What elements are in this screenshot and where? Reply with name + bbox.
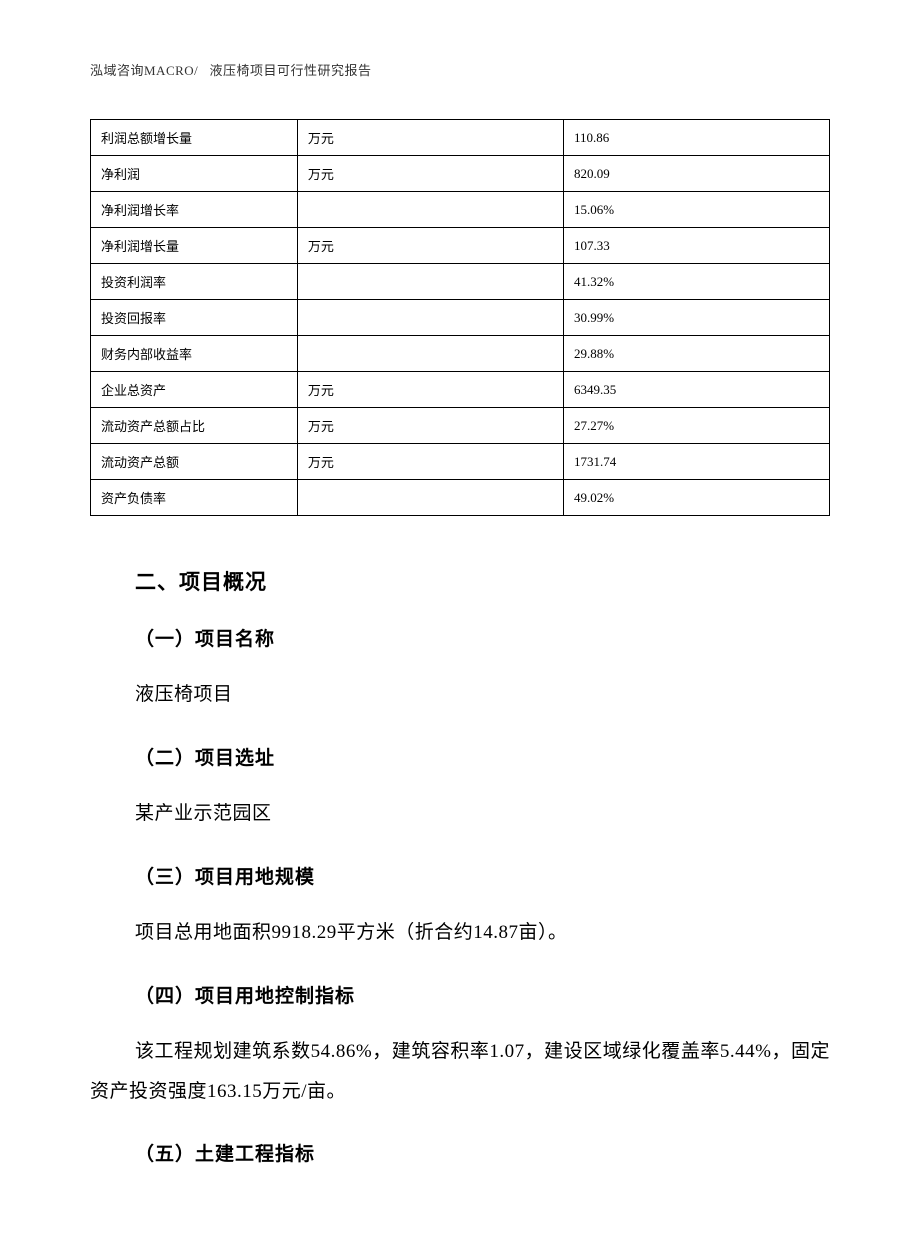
table-row: 利润总额增长量万元110.86: [91, 120, 830, 156]
table-row: 流动资产总额万元1731.74: [91, 444, 830, 480]
cell-unit: 万元: [297, 372, 563, 408]
cell-indicator-name: 净利润增长率: [91, 192, 298, 228]
subsection-text-1: 液压椅项目: [135, 675, 830, 715]
cell-value: 29.88%: [563, 336, 829, 372]
header-left: 泓域咨询MACRO/: [90, 63, 198, 78]
cell-indicator-name: 投资回报率: [91, 300, 298, 336]
cell-indicator-name: 企业总资产: [91, 372, 298, 408]
cell-value: 27.27%: [563, 408, 829, 444]
table-row: 投资利润率 41.32%: [91, 264, 830, 300]
cell-indicator-name: 投资利润率: [91, 264, 298, 300]
subsection-heading-2: （二）项目选址: [135, 743, 830, 770]
cell-indicator-name: 流动资产总额: [91, 444, 298, 480]
subsection-heading-5: （五）土建工程指标: [135, 1139, 830, 1166]
cell-unit: 万元: [297, 444, 563, 480]
cell-unit: 万元: [297, 156, 563, 192]
table-row: 净利润增长量万元107.33: [91, 228, 830, 264]
cell-value: 49.02%: [563, 480, 829, 516]
table-row: 净利润增长率 15.06%: [91, 192, 830, 228]
cell-unit: [297, 192, 563, 228]
table-row: 净利润万元820.09: [91, 156, 830, 192]
cell-value: 110.86: [563, 120, 829, 156]
cell-value: 820.09: [563, 156, 829, 192]
cell-value: 30.99%: [563, 300, 829, 336]
cell-indicator-name: 净利润增长量: [91, 228, 298, 264]
table-row: 资产负债率 49.02%: [91, 480, 830, 516]
cell-unit: 万元: [297, 120, 563, 156]
cell-indicator-name: 利润总额增长量: [91, 120, 298, 156]
table-row: 财务内部收益率 29.88%: [91, 336, 830, 372]
table-row: 投资回报率 30.99%: [91, 300, 830, 336]
subsection-heading-3: （三）项目用地规模: [135, 862, 830, 889]
document-page: 泓域咨询MACRO/ 液压椅项目可行性研究报告 利润总额增长量万元110.86净…: [0, 0, 920, 1250]
table-body: 利润总额增长量万元110.86净利润万元820.09净利润增长率15.06%净利…: [91, 120, 830, 516]
cell-unit: [297, 480, 563, 516]
cell-value: 41.32%: [563, 264, 829, 300]
cell-unit: [297, 336, 563, 372]
cell-indicator-name: 净利润: [91, 156, 298, 192]
page-header: 泓域咨询MACRO/ 液压椅项目可行性研究报告: [90, 60, 830, 79]
cell-unit: [297, 300, 563, 336]
cell-value: 1731.74: [563, 444, 829, 480]
cell-value: 15.06%: [563, 192, 829, 228]
table-row: 流动资产总额占比万元27.27%: [91, 408, 830, 444]
cell-unit: 万元: [297, 408, 563, 444]
cell-indicator-name: 资产负债率: [91, 480, 298, 516]
table-row: 企业总资产万元6349.35: [91, 372, 830, 408]
cell-indicator-name: 财务内部收益率: [91, 336, 298, 372]
cell-unit: [297, 264, 563, 300]
section-heading-overview: 二、项目概况: [135, 566, 830, 596]
subsection-text-3: 项目总用地面积9918.29平方米（折合约14.87亩）。: [135, 913, 830, 953]
financial-indicators-table: 利润总额增长量万元110.86净利润万元820.09净利润增长率15.06%净利…: [90, 119, 830, 516]
subsection-text-4: 该工程规划建筑系数54.86%，建筑容积率1.07，建设区域绿化覆盖率5.44%…: [90, 1032, 830, 1112]
cell-value: 6349.35: [563, 372, 829, 408]
subsection-heading-1: （一）项目名称: [135, 624, 830, 651]
cell-value: 107.33: [563, 228, 829, 264]
subsection-text-2: 某产业示范园区: [135, 794, 830, 834]
header-right: 液压椅项目可行性研究报告: [210, 63, 372, 78]
cell-indicator-name: 流动资产总额占比: [91, 408, 298, 444]
cell-unit: 万元: [297, 228, 563, 264]
subsection-heading-4: （四）项目用地控制指标: [135, 981, 830, 1008]
